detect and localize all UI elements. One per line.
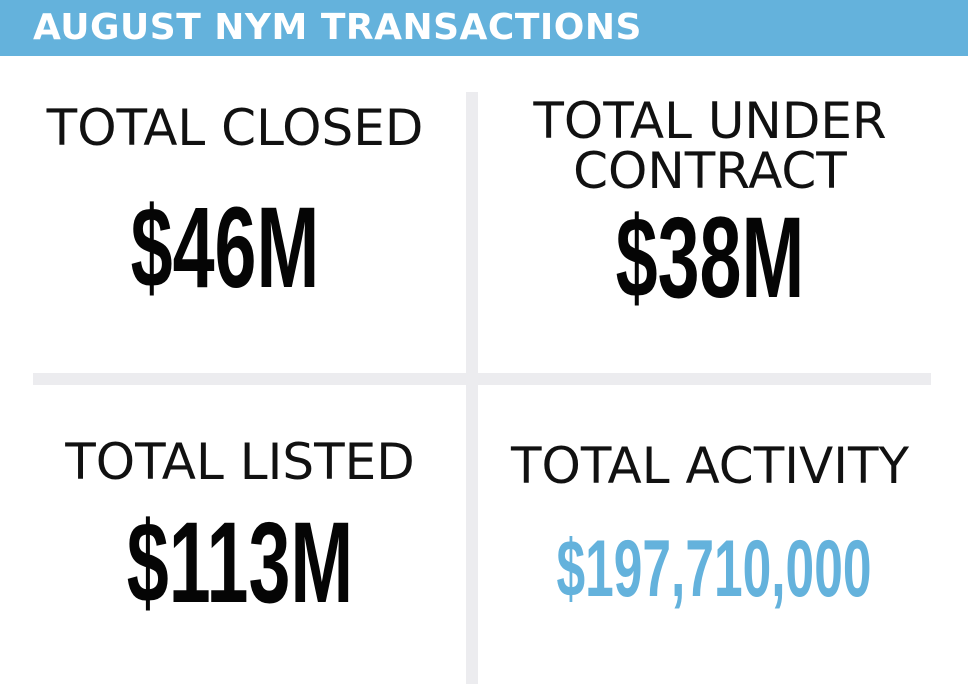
total-activity-label: TOTAL ACTIVITY [510, 437, 910, 495]
header-bar: AUGUST NYM TRANSACTIONS [0, 0, 968, 56]
total-under-contract-value: $38M [615, 194, 805, 322]
total-under-contract-label-line1: TOTAL UNDER [533, 92, 887, 150]
total-listed-value: $113M [126, 499, 354, 627]
total-closed-value: $46M [130, 184, 320, 312]
total-listed-label: TOTAL LISTED [65, 433, 415, 491]
horizontal-divider [33, 373, 931, 385]
vertical-divider [466, 92, 478, 684]
total-activity-value: $197,710,000 [556, 522, 872, 614]
total-under-contract-label-line2: CONTRACT [573, 142, 847, 200]
total-under-contract-label: TOTAL UNDER CONTRACT [500, 96, 920, 196]
total-closed-label: TOTAL CLOSED [46, 99, 424, 157]
page-title: AUGUST NYM TRANSACTIONS [33, 7, 642, 48]
